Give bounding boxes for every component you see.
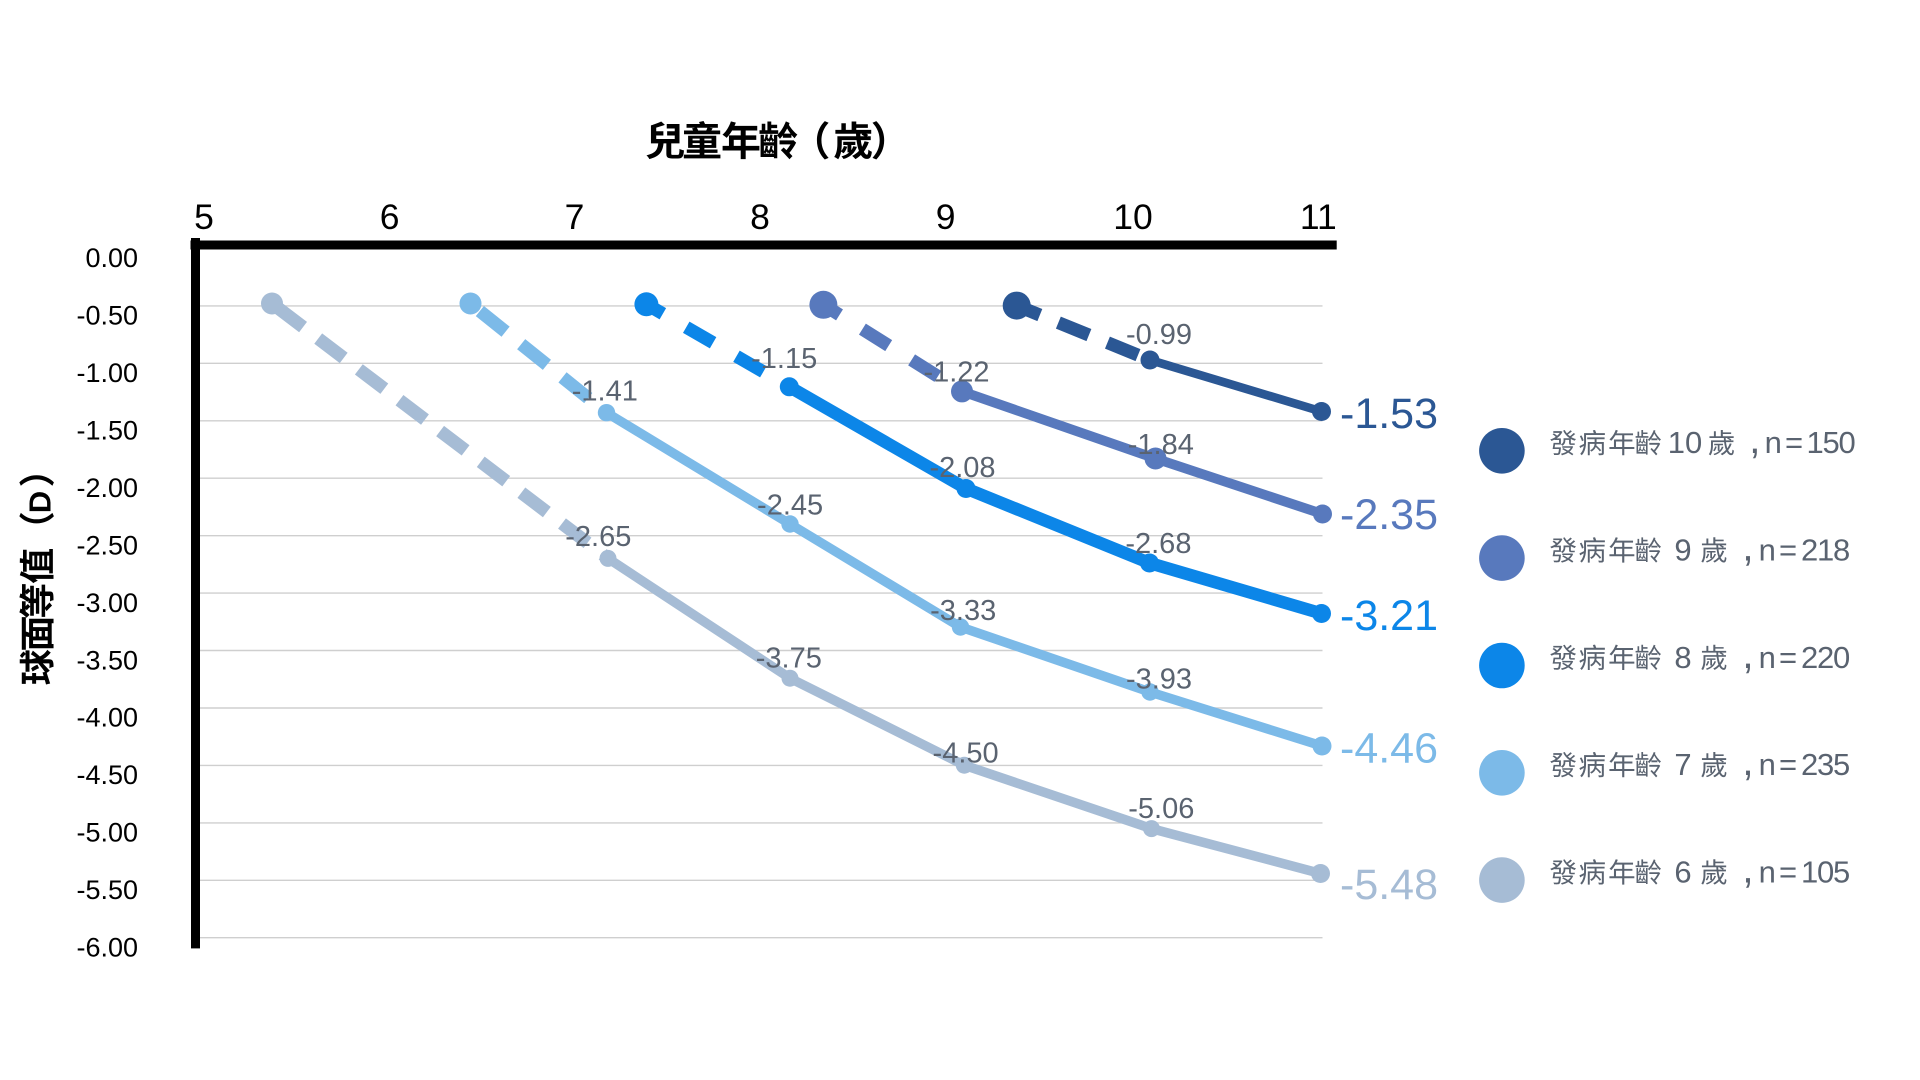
svg-text:6: 6	[380, 197, 400, 237]
svg-text:-3.50: -3.50	[76, 645, 138, 675]
svg-text:10: 10	[1668, 425, 1702, 460]
svg-text:-1.22: -1.22	[923, 357, 989, 389]
svg-text:-4.00: -4.00	[76, 703, 138, 733]
svg-text:-6.00: -6.00	[76, 933, 138, 963]
svg-text:218: 218	[1801, 532, 1849, 567]
svg-text:n: n	[1765, 425, 1782, 460]
svg-text:235: 235	[1801, 747, 1849, 782]
svg-text:-2.00: -2.00	[76, 473, 138, 503]
svg-text:=: =	[1779, 747, 1797, 782]
svg-text:-4.50: -4.50	[76, 760, 138, 790]
svg-text:-3.00: -3.00	[76, 588, 138, 618]
svg-text:-0.99: -0.99	[1126, 319, 1192, 351]
svg-text:-1.15: -1.15	[751, 343, 817, 375]
svg-text:-2.08: -2.08	[929, 452, 995, 484]
svg-text:105: 105	[1801, 854, 1849, 889]
svg-text:8: 8	[1674, 640, 1691, 675]
svg-text:10: 10	[1113, 197, 1153, 237]
svg-text:-3.93: -3.93	[1126, 663, 1192, 695]
svg-text:,: ,	[1742, 845, 1753, 891]
svg-text:8: 8	[750, 197, 770, 237]
svg-text:-3.21: -3.21	[1340, 592, 1438, 640]
svg-text:-2.45: -2.45	[757, 490, 823, 522]
svg-text:n: n	[1759, 747, 1776, 782]
svg-text:,: ,	[1742, 738, 1753, 784]
svg-text:n: n	[1759, 640, 1776, 675]
svg-text:-1.00: -1.00	[76, 358, 138, 388]
svg-text:=: =	[1779, 854, 1797, 889]
svg-text:0.00: 0.00	[85, 243, 138, 273]
svg-text:-2.68: -2.68	[1125, 528, 1191, 560]
svg-text:7: 7	[565, 197, 585, 237]
svg-text:-5.48: -5.48	[1340, 861, 1438, 909]
svg-text:150: 150	[1806, 425, 1855, 460]
svg-text:-0.50: -0.50	[76, 301, 138, 331]
svg-text:-1.41: -1.41	[572, 376, 638, 408]
svg-text:-1.50: -1.50	[76, 416, 138, 446]
svg-text:=: =	[1779, 640, 1797, 675]
svg-text:7: 7	[1674, 747, 1691, 782]
svg-text:9: 9	[1674, 532, 1691, 567]
svg-text:-2.50: -2.50	[76, 530, 138, 560]
svg-text:9: 9	[936, 197, 956, 237]
svg-text:-5.50: -5.50	[76, 875, 138, 905]
svg-text:-5.00: -5.00	[76, 818, 138, 848]
svg-text:=: =	[1785, 425, 1803, 460]
svg-text:-2.35: -2.35	[1340, 491, 1438, 539]
svg-text:5: 5	[194, 197, 214, 237]
svg-text:,: ,	[1749, 416, 1760, 462]
svg-text:D: D	[22, 491, 57, 513]
svg-text:-4.50: -4.50	[933, 738, 999, 770]
svg-text:-1.84: -1.84	[1128, 429, 1194, 461]
svg-text:-3.33: -3.33	[930, 595, 996, 627]
svg-text:6: 6	[1674, 854, 1691, 889]
svg-text:,: ,	[1742, 631, 1753, 677]
svg-text:-4.46: -4.46	[1340, 725, 1438, 773]
svg-text:220: 220	[1801, 640, 1850, 675]
svg-text:n: n	[1759, 532, 1776, 567]
svg-text:-2.65: -2.65	[565, 521, 631, 553]
svg-text:-3.75: -3.75	[756, 643, 822, 675]
svg-text:-5.06: -5.06	[1128, 793, 1194, 825]
svg-text:11: 11	[1300, 197, 1337, 237]
svg-text:n: n	[1759, 854, 1776, 889]
svg-text:,: ,	[1742, 523, 1753, 569]
svg-text:=: =	[1779, 532, 1797, 567]
svg-text:-1.53: -1.53	[1340, 390, 1438, 438]
